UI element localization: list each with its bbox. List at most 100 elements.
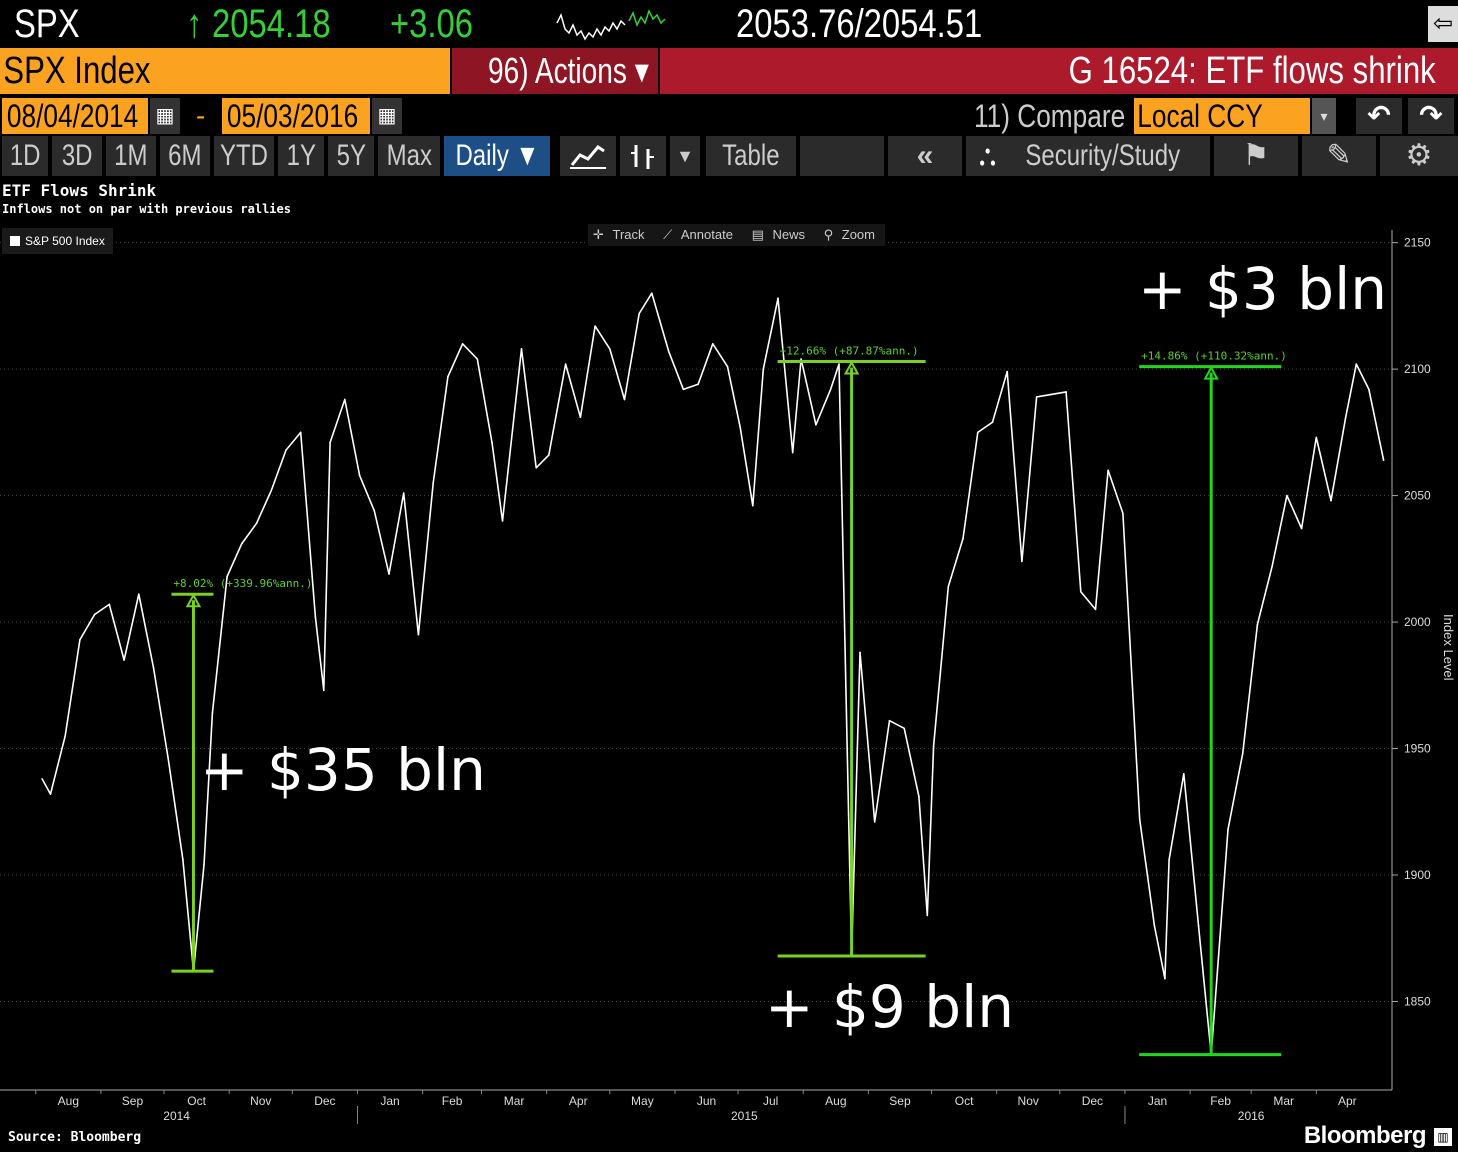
frequency-dropdown[interactable]: Daily ▼ bbox=[444, 136, 550, 176]
x-tick-label: Aug bbox=[825, 1094, 846, 1108]
data-point bbox=[255, 522, 258, 525]
data-point bbox=[417, 633, 420, 636]
actions-menu-button[interactable]: 96) Actions ▾ bbox=[452, 48, 658, 94]
data-point bbox=[241, 542, 243, 545]
line-chart-icon[interactable] bbox=[560, 136, 616, 176]
currency-value: Local CCY bbox=[1137, 98, 1263, 134]
data-point bbox=[1168, 859, 1170, 861]
end-date-field[interactable]: 05/03/2016 bbox=[222, 98, 370, 134]
period-tab-bar: 1D 3D 1M 6M YTD 1Y 5Y Max Daily ▼ ▼ Tabl… bbox=[0, 136, 1458, 176]
chevron-down-icon[interactable]: ▼ bbox=[670, 136, 700, 176]
legend-label: S&P 500 Index bbox=[25, 234, 105, 248]
net-change: +3.06 bbox=[390, 2, 473, 46]
data-point bbox=[926, 914, 929, 917]
start-date: 08/04/2014 bbox=[6, 98, 139, 134]
track-tool[interactable]: ✛ Track bbox=[593, 227, 645, 242]
brand-icon: ▥ bbox=[1434, 1128, 1452, 1146]
data-point bbox=[1183, 773, 1185, 775]
redo-icon[interactable]: ↷ bbox=[1408, 98, 1454, 134]
data-point bbox=[373, 509, 376, 512]
bar-chart-icon[interactable] bbox=[620, 136, 666, 176]
zoom-tool[interactable]: ⚲ Zoom bbox=[823, 227, 875, 242]
data-point bbox=[548, 454, 550, 456]
data-point bbox=[579, 416, 582, 418]
x-tick-label: Apr bbox=[569, 1094, 588, 1108]
x-tick-label: Aug bbox=[58, 1094, 79, 1108]
x-tick-label: Apr bbox=[1338, 1094, 1357, 1108]
ticker-bar: SPX ↑ 2054.18 +3.06 2053.76/2054.51 ⇦ bbox=[0, 0, 1458, 48]
flag-icon[interactable]: ⚑ bbox=[1214, 136, 1298, 176]
tab-6m[interactable]: 6M bbox=[160, 136, 210, 176]
security-study-button[interactable]: ⛬ Security/Study bbox=[966, 136, 1210, 176]
data-point bbox=[108, 603, 111, 606]
tab-1y[interactable]: 1Y bbox=[278, 136, 324, 176]
data-point bbox=[962, 537, 964, 540]
data-point bbox=[991, 421, 994, 424]
date-range-bar: 08/04/2014 ▦ - 05/03/2016 ▦ 11) Compare … bbox=[0, 96, 1458, 136]
y-tick-label: 1850 bbox=[1404, 994, 1431, 1008]
data-point bbox=[501, 520, 504, 522]
ticker-symbol: SPX bbox=[14, 2, 80, 46]
data-point bbox=[535, 466, 537, 469]
data-point bbox=[1300, 527, 1303, 530]
exit-icon[interactable]: ⇦ bbox=[1428, 6, 1458, 42]
data-point bbox=[777, 297, 779, 300]
compare-label[interactable]: 11) Compare bbox=[974, 98, 1126, 134]
data-point bbox=[1355, 363, 1358, 365]
security-bar: SPX Index 96) Actions ▾ G 16524: ETF flo… bbox=[0, 48, 1458, 96]
tab-1d[interactable]: 1D bbox=[2, 136, 48, 176]
data-point bbox=[64, 735, 66, 737]
tab-3d[interactable]: 3D bbox=[52, 136, 102, 176]
data-point bbox=[285, 449, 287, 451]
currency-select[interactable]: Local CCY bbox=[1134, 98, 1310, 134]
data-point bbox=[947, 585, 950, 588]
undo-icon[interactable]: ↶ bbox=[1356, 98, 1402, 134]
source-note: Source: Bloomberg bbox=[8, 1130, 142, 1145]
legend[interactable]: S&P 500 Index bbox=[2, 228, 113, 254]
start-date-field[interactable]: 08/04/2014 bbox=[2, 98, 148, 134]
tab-5y[interactable]: 5Y bbox=[328, 136, 374, 176]
price-chart[interactable]: 2150 2100 2050 2000 1950 1900 1850 Index Level A… bbox=[0, 220, 1458, 1125]
collapse-icon[interactable]: « bbox=[888, 136, 962, 176]
data-point bbox=[1271, 565, 1273, 568]
calendar-icon[interactable]: ▦ bbox=[150, 98, 180, 134]
x-tick-label: Sep bbox=[122, 1094, 144, 1108]
tab-max[interactable]: Max bbox=[378, 136, 440, 176]
data-point bbox=[1227, 828, 1229, 831]
edit-icon[interactable]: ✎ bbox=[1302, 136, 1376, 176]
x-tick-label: Jun bbox=[697, 1094, 716, 1108]
data-point bbox=[1344, 416, 1347, 418]
annotate-tool[interactable]: ⟋ Annotate bbox=[663, 227, 733, 242]
y-tick-label: 1950 bbox=[1404, 742, 1431, 756]
settings-gear-icon[interactable]: ⚙ bbox=[1380, 136, 1458, 176]
news-tool[interactable]: ▤ News bbox=[751, 227, 805, 242]
chart-tools: ✛ Track ⟋ Annotate ▤ News ⚲ Zoom bbox=[588, 224, 885, 246]
data-point bbox=[167, 757, 170, 760]
data-point bbox=[932, 745, 935, 747]
x-tick-label: Feb bbox=[442, 1094, 463, 1108]
actions-label: 96) Actions ▾ bbox=[488, 50, 649, 91]
y-axis-label: Index Level bbox=[1441, 614, 1456, 681]
data-point bbox=[594, 325, 596, 327]
security-field[interactable]: SPX Index bbox=[0, 48, 450, 94]
data-point bbox=[137, 593, 140, 596]
data-point bbox=[182, 859, 184, 861]
data-point bbox=[226, 575, 228, 578]
table-button[interactable]: Table bbox=[706, 136, 796, 176]
data-point bbox=[651, 292, 653, 295]
data-point bbox=[344, 398, 346, 401]
chevron-down-icon[interactable]: ▾ bbox=[1312, 98, 1336, 134]
x-tick-label: Oct bbox=[955, 1094, 974, 1108]
chart-name: G 16524: ETF flows shrink bbox=[1068, 50, 1436, 92]
sparkline-icon bbox=[556, 9, 666, 41]
data-point bbox=[829, 388, 832, 391]
data-point bbox=[1035, 396, 1038, 398]
tab-ytd[interactable]: YTD bbox=[214, 136, 274, 176]
data-point bbox=[751, 504, 754, 507]
data-point bbox=[152, 666, 155, 669]
tab-1m[interactable]: 1M bbox=[106, 136, 156, 176]
data-point bbox=[1382, 459, 1385, 461]
calendar-icon[interactable]: ▦ bbox=[372, 98, 402, 134]
data-point bbox=[93, 613, 96, 616]
flow-text: + $3 bln bbox=[1138, 255, 1387, 323]
